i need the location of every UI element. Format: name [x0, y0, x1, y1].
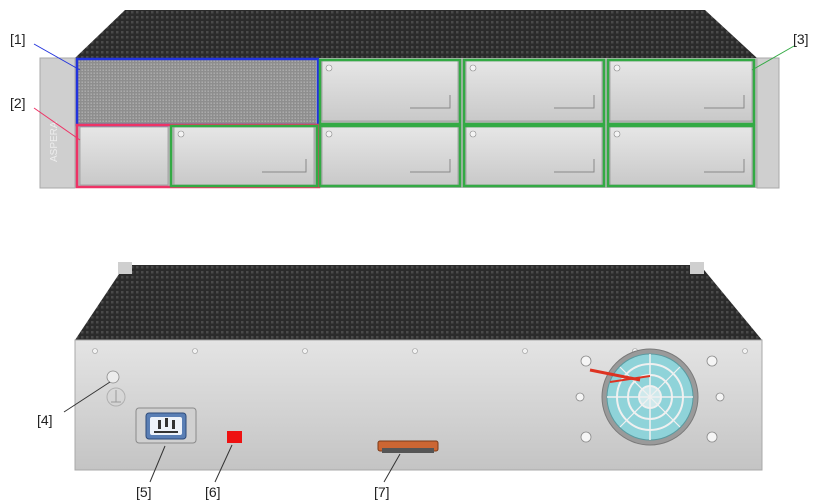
brand-mark: ASPERA	[49, 121, 60, 162]
rear-chassis-top	[75, 265, 762, 340]
front-view: ASPERA	[33, 10, 795, 189]
status-led-icon	[227, 431, 242, 443]
fan-icon	[575, 348, 725, 446]
callout-3-label: [3]	[793, 31, 809, 47]
rear-mounting-tab-right	[690, 262, 704, 274]
callout-1-leader	[33, 43, 81, 71]
front-chassis-top	[75, 10, 757, 58]
front-right-rack-ear	[756, 57, 780, 189]
rear-view	[63, 262, 763, 483]
power-inlet-icon	[135, 407, 197, 444]
ground-screw-icon	[106, 370, 126, 407]
callout-2-leader	[33, 107, 81, 141]
callout-5-label: [5]	[136, 484, 152, 500]
front-slot-modules	[79, 60, 753, 186]
rear-mounting-tab-left	[118, 262, 132, 274]
serial-port-icon	[377, 440, 439, 453]
front-slot-handles	[262, 95, 745, 173]
callout-7-label: [7]	[374, 484, 390, 500]
callout-2-label: [2]	[10, 95, 26, 111]
rear-callout-leaders	[63, 381, 401, 483]
callout-4-label: [4]	[37, 412, 53, 428]
front-left-rack-ear	[39, 57, 76, 189]
callout-3-leader	[751, 45, 795, 71]
front-grill	[78, 60, 316, 124]
callout-6-label: [6]	[205, 484, 221, 500]
callout-3-outline	[169, 58, 756, 188]
front-slot-latches	[177, 64, 621, 138]
callout-1-label: [1]	[10, 31, 26, 47]
